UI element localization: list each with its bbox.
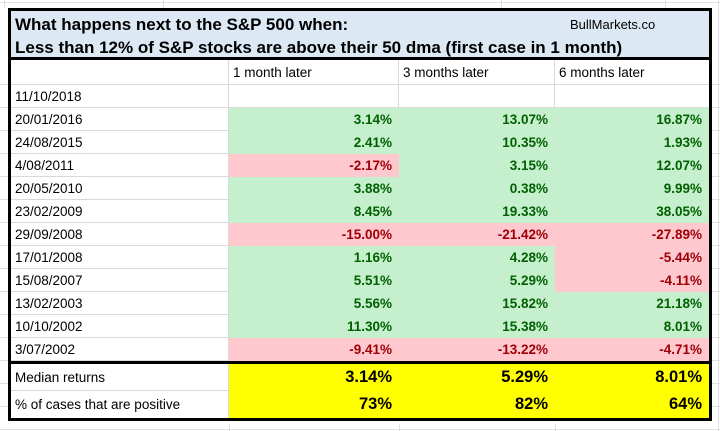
positive-cases-row: % of cases that are positive 73% 82% 64% [11,391,709,418]
value-cell[interactable]: 15.38% [399,315,555,338]
summary-value-cell[interactable]: 82% [399,391,555,418]
date-cell[interactable]: 23/02/2009 [11,200,229,223]
title-line-1: What happens next to the S&P 500 when: [15,15,349,34]
date-cell[interactable]: 4/08/2011 [11,154,229,177]
value-cell[interactable]: 5.29% [399,269,555,292]
summary-value-cell[interactable]: 8.01% [555,364,709,391]
value-cell[interactable]: 38.05% [555,200,709,223]
date-cell[interactable]: 10/10/2002 [11,315,229,338]
value-cell[interactable] [399,85,555,108]
date-cell[interactable]: 13/02/2003 [11,292,229,315]
results-table: What happens next to the S&P 500 when: L… [8,8,712,421]
value-cell[interactable]: -2.17% [229,154,399,177]
gridline [0,2,720,3]
table-footer: Median returns 3.14% 5.29% 8.01%% of cases … [11,361,709,418]
gridline [712,62,720,425]
table-row: 15/08/2007 5.51% 5.29% -4.11% [11,269,709,292]
title-box: What happens next to the S&P 500 when: L… [11,11,709,60]
gridline [0,429,720,430]
value-cell[interactable]: 9.99% [555,177,709,200]
date-cell[interactable]: 20/01/2016 [11,108,229,131]
summary-value-cell[interactable]: 3.14% [229,364,399,391]
summary-value-cell[interactable]: 5.29% [399,364,555,391]
table-row: 3/07/2002 -9.41% -13.22% -4.71% [11,338,709,361]
table-row: 10/10/2002 11.30% 15.38% 8.01% [11,315,709,338]
date-cell[interactable]: 3/07/2002 [11,338,229,361]
value-cell[interactable]: 21.18% [555,292,709,315]
table-row: 20/01/2016 3.14% 13.07% 16.87% [11,108,709,131]
value-cell[interactable]: 2.41% [229,131,399,154]
date-cell[interactable]: 24/08/2015 [11,131,229,154]
value-cell[interactable]: -4.11% [555,269,709,292]
summary-value-cell[interactable]: 64% [555,391,709,418]
value-cell[interactable]: 3.15% [399,154,555,177]
table-row: 13/02/2003 5.56% 15.82% 21.18% [11,292,709,315]
gridline [399,424,400,431]
gridline [229,424,230,431]
value-cell[interactable]: -27.89% [555,223,709,246]
median-label: Median returns [11,364,229,391]
value-cell[interactable]: 1.16% [229,246,399,269]
value-cell[interactable]: 3.88% [229,177,399,200]
table-row: 11/10/2018 [11,85,709,108]
value-cell[interactable]: 19.33% [399,200,555,223]
value-cell[interactable]: -21.42% [399,223,555,246]
corner-cell[interactable] [11,60,229,85]
value-cell[interactable]: -9.41% [229,338,399,361]
value-cell[interactable]: 16.87% [555,108,709,131]
value-cell[interactable]: 1.93% [555,131,709,154]
value-cell[interactable]: 13.07% [399,108,555,131]
date-cell[interactable]: 15/08/2007 [11,269,229,292]
date-cell[interactable]: 20/05/2010 [11,177,229,200]
gridline [665,0,666,8]
table-row: 4/08/2011 -2.17% 3.15% 12.07% [11,154,709,177]
column-header-3-months[interactable]: 3 months later [399,60,555,85]
value-cell[interactable]: 4.28% [399,246,555,269]
positive-cases-label: % of cases that are positive [11,391,229,418]
median-row: Median returns 3.14% 5.29% 8.01% [11,364,709,391]
value-cell[interactable]: 11.30% [229,315,399,338]
table-row: 23/02/2009 8.45% 19.33% 38.05% [11,200,709,223]
value-cell[interactable]: 5.56% [229,292,399,315]
table-row: 29/09/2008 -15.00% -21.42% -27.89% [11,223,709,246]
column-header-1-month[interactable]: 1 month later [229,60,399,85]
value-cell[interactable]: 5.51% [229,269,399,292]
gridline [501,0,502,8]
value-cell[interactable]: 12.07% [555,154,709,177]
date-cell[interactable]: 29/09/2008 [11,223,229,246]
gridline [163,0,164,8]
column-header-row: 1 month later 3 months later 6 months la… [11,60,709,85]
table-row: 24/08/2015 2.41% 10.35% 1.93% [11,131,709,154]
value-cell[interactable]: -4.71% [555,338,709,361]
value-cell[interactable]: 3.14% [229,108,399,131]
table-body: 11/10/2018 20/01/2016 3.14% 13.07% 16.87% 24/… [11,85,709,361]
column-header-6-months[interactable]: 6 months later [555,60,709,85]
gridline [0,62,8,425]
value-cell[interactable]: -5.44% [555,246,709,269]
value-cell[interactable]: 10.35% [399,131,555,154]
value-cell[interactable]: 0.38% [399,177,555,200]
title-line-2: Less than 12% of S&P stocks are above th… [15,38,623,57]
table-row: 20/05/2010 3.88% 0.38% 9.99% [11,177,709,200]
gridline [4,0,5,8]
date-cell[interactable]: 17/01/2008 [11,246,229,269]
value-cell[interactable]: -15.00% [229,223,399,246]
value-cell[interactable]: 8.01% [555,315,709,338]
brand-text: BullMarkets.co [570,17,656,32]
value-cell[interactable]: 15.82% [399,292,555,315]
value-cell[interactable]: -13.22% [399,338,555,361]
summary-value-cell[interactable]: 73% [229,391,399,418]
gridline [555,424,556,431]
date-cell[interactable]: 11/10/2018 [11,85,229,108]
value-cell[interactable] [229,85,399,108]
table-row: 17/01/2008 1.16% 4.28% -5.44% [11,246,709,269]
value-cell[interactable]: 8.45% [229,200,399,223]
value-cell[interactable] [555,85,709,108]
